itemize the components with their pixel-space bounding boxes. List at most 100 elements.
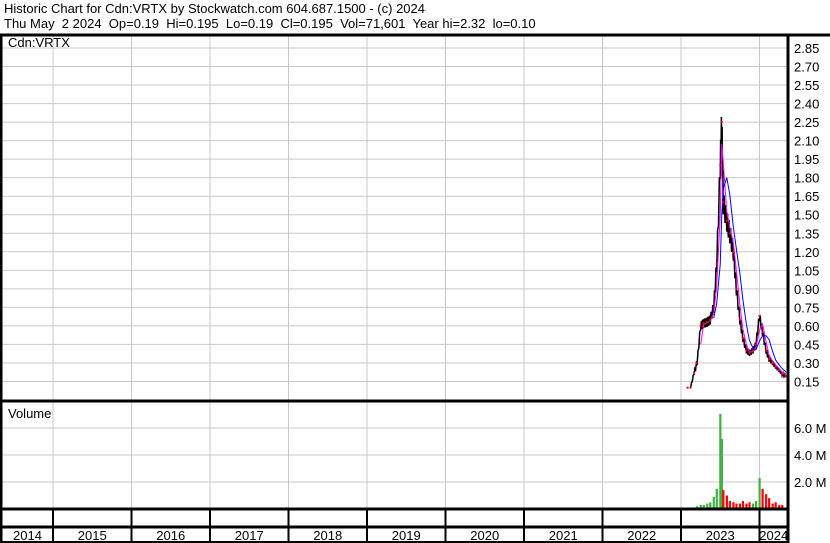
volume-bar (778, 504, 781, 509)
volume-bar (709, 502, 712, 509)
close-dot (748, 352, 751, 355)
price-tick-label: 0.75 (794, 300, 819, 315)
price-tick-label: 0.60 (794, 319, 819, 334)
volume-bar (761, 488, 764, 509)
year-label: 2020 (470, 528, 499, 543)
close-dot (689, 386, 692, 389)
close-dot (741, 337, 744, 340)
price-tick-label: 1.65 (794, 189, 819, 204)
price-tick-label: 0.90 (794, 282, 819, 297)
close-dot (761, 331, 764, 334)
volume-bar (728, 500, 732, 509)
close-dot (728, 232, 731, 235)
chart-frame (0, 33, 830, 543)
price-tick-label: 1.95 (794, 152, 819, 167)
close-dot (751, 349, 754, 352)
volume-bar (765, 494, 768, 509)
volume-bar (741, 500, 745, 509)
volume-bar (722, 490, 725, 509)
volume-bar (720, 438, 723, 509)
price-tick-label: 1.50 (794, 208, 819, 223)
volume-panel-label: Volume (8, 406, 51, 421)
axis-labels: 0.15 0.30 0.45 0.60 0.75 0.90 1.05 1.20 1.35 1.50… (13, 41, 826, 543)
close-dot (706, 321, 709, 324)
volume-bar (768, 498, 771, 509)
volume-bar (715, 488, 718, 509)
close-dot (699, 324, 702, 327)
close-dot (768, 358, 771, 361)
volume-bar (754, 500, 758, 509)
volume-bar (712, 496, 715, 509)
close-dot (732, 250, 735, 253)
close-dot (778, 369, 781, 372)
price-tick-label: 1.80 (794, 171, 819, 186)
year-label: 2022 (627, 528, 656, 543)
year-label: 2021 (549, 528, 578, 543)
close-dot (719, 164, 722, 167)
price-panel-label: Cdn:VRTX (8, 35, 70, 50)
volume-bar (725, 495, 728, 509)
close-dot (765, 349, 768, 352)
year-label: 2014 (13, 528, 42, 543)
year-label: 2018 (313, 528, 342, 543)
gridlines (2, 36, 788, 509)
close-dot (738, 318, 741, 321)
volume-bar (719, 413, 722, 509)
volume-bar (751, 503, 755, 509)
volume-bar (735, 503, 738, 509)
close-dot (725, 219, 728, 222)
price-tick-label: 0.45 (794, 337, 819, 352)
close-dot (758, 315, 761, 318)
price-marks (686, 116, 787, 389)
volume-bar (771, 503, 774, 509)
volume-bar (781, 504, 784, 509)
close-dot (686, 386, 689, 389)
volume-bar (774, 502, 777, 509)
volume-tick-label: 6.0 M (794, 421, 827, 436)
year-label: 2017 (235, 528, 264, 543)
price-tick-label: 1.20 (794, 245, 819, 260)
year-label: 2019 (392, 528, 421, 543)
close-dot (696, 361, 699, 364)
chart-header: Historic Chart for Cdn:VRTX by Stockwatc… (4, 1, 536, 31)
price-line (689, 116, 787, 389)
close-dot (774, 365, 777, 368)
close-dot (784, 374, 787, 377)
close-dot (693, 371, 696, 374)
chart-title: Historic Chart for Cdn:VRTX by Stockwatc… (4, 1, 426, 16)
close-dot (702, 322, 705, 325)
volume-bar (702, 504, 705, 509)
volume-bar (706, 503, 709, 509)
volume-tick-label: 2.0 M (794, 475, 827, 490)
close-dot (715, 263, 718, 266)
price-tick-label: 0.30 (794, 356, 819, 371)
short-moving-average-line (700, 143, 787, 376)
price-tick-label: 2.70 (794, 60, 819, 75)
volume-bar (732, 502, 735, 509)
close-dot (709, 318, 712, 321)
price-tick-label: 2.10 (794, 134, 819, 149)
volume-bar (745, 503, 748, 509)
close-dot (745, 349, 748, 352)
price-tick-label: 1.05 (794, 263, 819, 278)
close-dot (720, 121, 723, 124)
close-dot (722, 201, 725, 204)
price-tick-label: 2.40 (794, 97, 819, 112)
close-dot (754, 343, 757, 346)
long-moving-average-line (713, 177, 787, 373)
volume-bar (758, 477, 761, 509)
price-tick-label: 2.55 (794, 78, 819, 93)
price-tick-label: 2.85 (794, 41, 819, 56)
price-tick-label: 1.35 (794, 226, 819, 241)
volume-bar (748, 502, 751, 509)
price-tick-label: 2.25 (794, 115, 819, 130)
year-label: 2015 (78, 528, 107, 543)
close-dot (771, 361, 774, 364)
price-tick-label: 0.15 (794, 374, 819, 389)
volume-bar (738, 503, 742, 509)
year-label: 2023 (706, 528, 735, 543)
close-dot (712, 306, 715, 309)
year-label: 2016 (156, 528, 185, 543)
year-label: 2024 (759, 528, 788, 543)
